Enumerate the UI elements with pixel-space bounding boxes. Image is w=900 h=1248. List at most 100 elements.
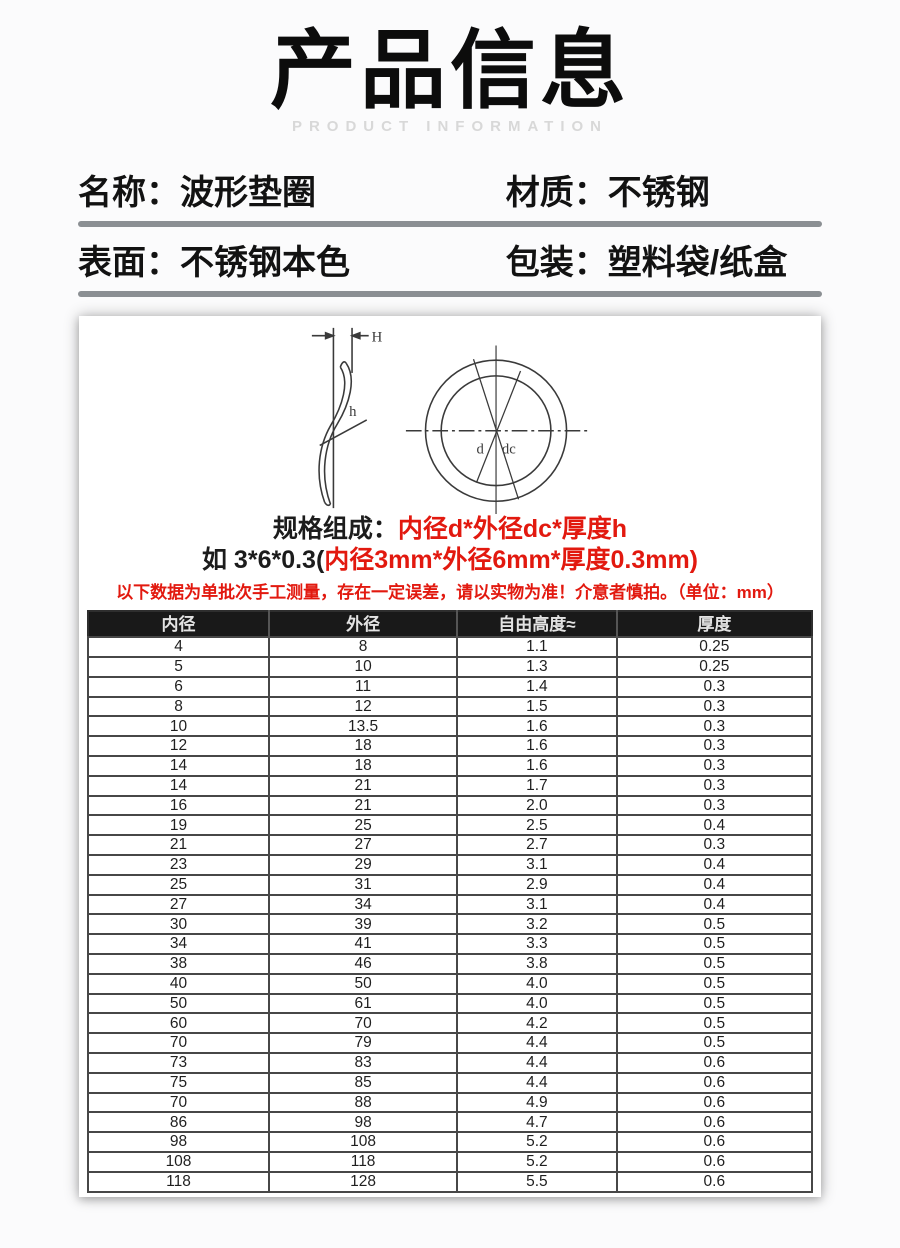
table-row: 12 18 1.6 0.3	[87, 735, 814, 758]
table-cell: 118	[87, 1170, 270, 1193]
table-cell: 27	[267, 834, 459, 857]
table-cell: 61	[267, 992, 459, 1015]
table-cell: 3.1	[456, 893, 618, 916]
table-cell: 1.6	[456, 715, 618, 738]
table-cell: 4.7	[456, 1111, 618, 1134]
washer-profile-outer	[323, 362, 353, 505]
table-cell: 13.5	[267, 715, 459, 738]
table-cell: 5.2	[456, 1151, 618, 1173]
h-leader-line	[319, 419, 368, 447]
table-cell: 10	[267, 656, 459, 678]
label-H: H	[372, 330, 383, 346]
table-row: 6 11 1.4 0.3	[87, 675, 814, 698]
table-cell: 83	[267, 1052, 459, 1074]
table-cell: 1.3	[456, 656, 618, 678]
table-row: 23 29 3.1 0.4	[87, 854, 814, 876]
table-cell: 1.5	[456, 695, 618, 718]
table-cell: 108	[267, 1131, 459, 1154]
table-cell: 0.5	[615, 992, 814, 1015]
field-name: 名称：波形垫圈	[78, 165, 506, 214]
table-row: 40 50 4.0 0.5	[87, 972, 814, 995]
table-cell: 98	[87, 1131, 270, 1154]
table-cell: 8	[87, 695, 270, 718]
washer-profile-inner	[318, 366, 346, 503]
label-d: d	[476, 442, 484, 458]
washer-diagram-svg: H h d dc	[311, 328, 589, 517]
table-cell: 0.5	[615, 1012, 814, 1035]
table-cell: 0.4	[615, 854, 814, 876]
table-cell: 4.0	[456, 972, 618, 995]
field-material: 材质：不锈钢	[506, 165, 822, 214]
table-cell: 0.3	[615, 834, 814, 857]
table-cell: 18	[267, 755, 459, 777]
table-row: 19 25 2.5 0.4	[87, 814, 814, 837]
table-cell: 16	[87, 794, 270, 817]
table-cell: 5.5	[456, 1170, 618, 1193]
product-info: 名称：波形垫圈 材质：不锈钢 表面：不锈钢本色 包装：塑料袋/纸盒	[78, 157, 822, 298]
spec-line-2-red: 内径3mm*外径6mm*厚度0.3mm)	[324, 545, 699, 574]
table-cell: 1.1	[456, 636, 618, 659]
washer-diagram: H h d dc	[79, 322, 821, 517]
table-cell: 0.3	[615, 735, 814, 758]
table-cell: 39	[267, 913, 459, 936]
table-cell: 60	[87, 1012, 270, 1035]
column-header: 自由高度≈	[456, 611, 617, 638]
info-row-2: 表面：不锈钢本色 包装：塑料袋/纸盒	[78, 227, 822, 291]
table-row: 21 27 2.7 0.3	[87, 834, 814, 857]
spec-card: H h d dc 规格组成：内径d*外径dc*厚度h 如 3*6*0.3(内径3…	[79, 316, 821, 1197]
label-dc: dc	[502, 442, 516, 458]
table-cell: 0.5	[615, 1032, 814, 1055]
table-cell: 31	[267, 873, 459, 896]
field-packaging-label: 包装：	[505, 243, 608, 282]
table-cell: 50	[87, 992, 270, 1015]
field-surface: 表面：不锈钢本色	[78, 235, 506, 284]
table-cell: 4.0	[456, 992, 618, 1015]
header: 产品信息 PRODUCT INFORMATION	[0, 0, 900, 136]
table-cell: 46	[267, 953, 459, 975]
table-cell: 70	[87, 1091, 270, 1114]
table-cell: 79	[267, 1032, 459, 1055]
table-cell: 41	[267, 933, 459, 956]
table-cell: 2.0	[456, 794, 618, 817]
spec-table-head: 内径 外径 自由高度≈ 厚度	[88, 611, 812, 638]
table-row: 30 39 3.2 0.5	[87, 913, 814, 936]
table-cell: 40	[87, 972, 270, 995]
table-cell: 0.6	[615, 1071, 814, 1094]
table-cell: 5	[87, 656, 270, 678]
table-cell: 10	[87, 715, 270, 738]
column-header: 厚度	[615, 611, 812, 638]
table-row: 34 41 3.3 0.5	[87, 933, 814, 956]
table-row: 118 128 5.5 0.6	[87, 1170, 814, 1193]
table-cell: 21	[87, 834, 270, 857]
field-name-label: 名称：	[78, 173, 180, 212]
table-cell: 12	[87, 735, 270, 758]
table-cell: 1.4	[456, 675, 618, 698]
table-row: 86 98 4.7 0.6	[87, 1111, 814, 1134]
table-cell: 2.7	[456, 834, 618, 857]
table-cell: 8	[267, 636, 459, 659]
table-cell: 19	[87, 814, 270, 837]
table-cell: 38	[87, 953, 270, 975]
header-row: 内径 外径 自由高度≈ 厚度	[88, 611, 812, 638]
table-cell: 12	[267, 695, 459, 718]
table-cell: 0.6	[615, 1111, 814, 1134]
table-cell: 1.6	[456, 755, 618, 777]
column-header: 外径	[267, 611, 458, 638]
field-surface-label: 表面：	[78, 243, 180, 282]
table-cell: 1.6	[456, 735, 618, 758]
table-cell: 6	[87, 675, 270, 698]
table-cell: 25	[87, 873, 270, 896]
divider-top	[78, 221, 822, 228]
table-cell: 70	[267, 1012, 459, 1035]
table-row: 14 21 1.7 0.3	[87, 774, 814, 797]
table-cell: 4.4	[456, 1071, 618, 1094]
spec-line-1-black: 规格组成：	[272, 515, 398, 544]
table-cell: 118	[267, 1151, 459, 1173]
table-cell: 0.25	[615, 656, 814, 678]
spec-line-2-black: 如 3*6*0.3(	[201, 545, 325, 574]
table-cell: 23	[87, 854, 270, 876]
table-cell: 0.5	[615, 953, 814, 975]
table-row: 5 10 1.3 0.25	[87, 656, 814, 678]
table-cell: 0.3	[615, 715, 814, 738]
